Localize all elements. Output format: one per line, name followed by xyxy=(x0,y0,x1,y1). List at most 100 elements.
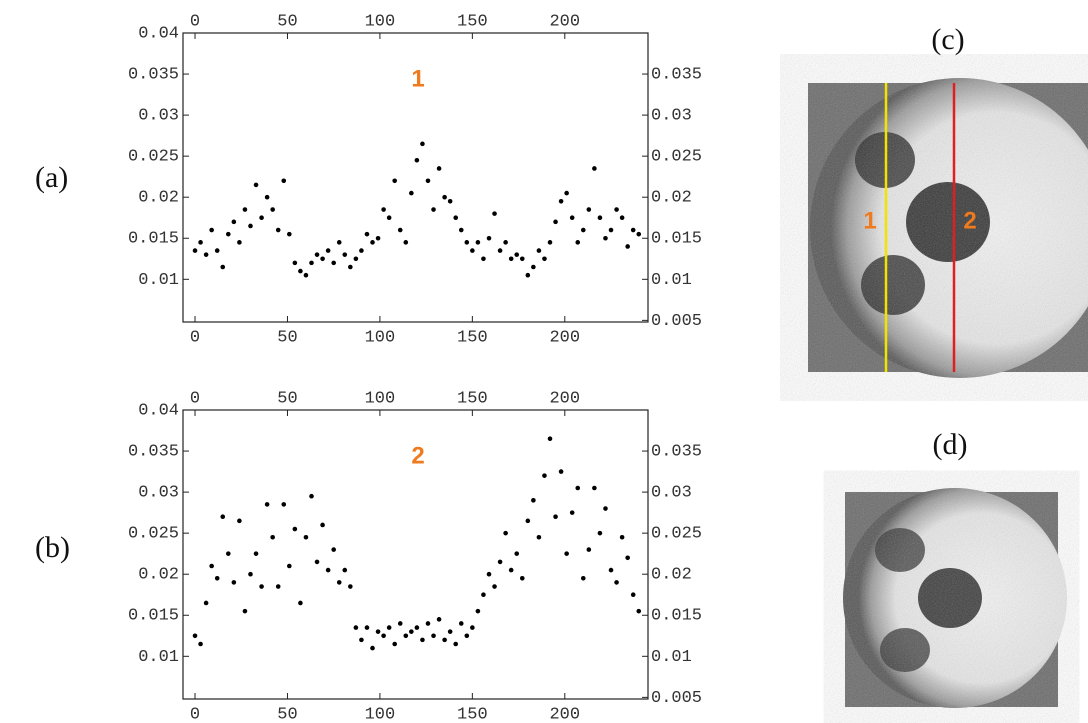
point xyxy=(386,215,392,221)
y2-tick-label: 0.03 xyxy=(651,107,692,126)
y-tick-label: 0.035 xyxy=(128,66,179,85)
y-tick-label: 0.04 xyxy=(138,24,179,43)
point xyxy=(431,633,436,639)
point xyxy=(281,502,287,507)
point xyxy=(608,227,614,233)
point xyxy=(542,473,547,478)
point xyxy=(619,534,625,540)
point xyxy=(342,567,348,573)
point xyxy=(636,608,642,614)
point xyxy=(519,576,525,581)
point xyxy=(414,157,420,163)
x-tick-label: 150 xyxy=(457,389,488,408)
point xyxy=(320,522,325,528)
point xyxy=(248,571,253,577)
point xyxy=(409,629,414,634)
point xyxy=(614,207,619,212)
point xyxy=(381,633,386,639)
point xyxy=(458,621,464,626)
point xyxy=(575,240,581,245)
x-tick-label: 150 xyxy=(457,12,488,31)
point xyxy=(237,240,242,245)
point xyxy=(592,485,597,491)
point xyxy=(447,629,453,634)
point xyxy=(392,178,397,184)
point xyxy=(586,207,592,212)
point xyxy=(442,637,447,643)
point xyxy=(619,215,625,221)
y-tick-label: 0.02 xyxy=(138,566,179,585)
point xyxy=(547,436,553,442)
point xyxy=(603,506,608,511)
point xyxy=(431,207,436,212)
point xyxy=(420,141,425,147)
point xyxy=(475,608,481,614)
point xyxy=(508,567,514,573)
x-tick-label: 200 xyxy=(549,389,580,408)
x-tick-label: 50 xyxy=(277,328,297,347)
point xyxy=(209,563,214,569)
point xyxy=(192,248,198,253)
chart: 0 0 50 50 100 100 150 150 200 200 0.01 0.015 0.02 0.0… xyxy=(128,389,702,723)
y-tick-label: 0.025 xyxy=(128,148,179,167)
point xyxy=(486,571,492,577)
y-tick-label: 0.01 xyxy=(138,271,179,290)
y2-tick-label: 0.005 xyxy=(651,312,702,331)
noise xyxy=(845,492,1058,707)
point xyxy=(242,207,248,212)
point xyxy=(253,182,259,188)
point xyxy=(348,264,353,270)
point xyxy=(547,240,553,245)
point xyxy=(392,641,397,647)
point xyxy=(558,199,564,204)
point xyxy=(409,190,414,196)
y-tick-label: 0.02 xyxy=(138,189,179,208)
y2-tick-label: 0.015 xyxy=(651,607,702,626)
y2-tick-label: 0.025 xyxy=(651,148,702,167)
point xyxy=(231,219,237,225)
point xyxy=(542,256,547,262)
point xyxy=(403,633,409,639)
point xyxy=(492,584,497,589)
point xyxy=(630,592,636,598)
point xyxy=(214,576,220,581)
point xyxy=(614,580,619,585)
point xyxy=(270,207,275,212)
point xyxy=(264,194,270,200)
point xyxy=(364,625,370,630)
x-tick-label: 0 xyxy=(190,328,200,347)
point xyxy=(436,166,442,171)
y2-tick-label: 0.035 xyxy=(651,66,702,85)
point xyxy=(348,584,353,589)
point xyxy=(375,235,381,241)
x-tick-label: 50 xyxy=(277,12,297,31)
x-tick-label: 150 xyxy=(457,328,488,347)
y-tick-label: 0.025 xyxy=(128,525,179,544)
point xyxy=(464,633,470,639)
point xyxy=(625,244,630,249)
line-label: 1 xyxy=(863,207,876,234)
point xyxy=(342,252,348,257)
point xyxy=(586,547,592,552)
point xyxy=(281,178,287,184)
y-tick-label: 0.03 xyxy=(138,484,179,503)
point xyxy=(497,559,503,565)
point xyxy=(397,227,403,233)
point xyxy=(359,248,364,253)
point xyxy=(248,223,253,229)
point xyxy=(481,256,486,262)
point xyxy=(569,510,575,515)
point xyxy=(558,469,564,474)
point xyxy=(519,256,525,262)
point xyxy=(447,199,453,204)
point xyxy=(514,252,520,257)
point xyxy=(536,248,542,253)
x-tick-label: 0 xyxy=(190,389,200,408)
x-tick-label: 0 xyxy=(190,12,200,31)
point xyxy=(370,645,375,651)
point xyxy=(503,240,508,245)
y2-tick-label: 0.01 xyxy=(651,271,692,290)
point xyxy=(453,215,459,221)
point xyxy=(309,260,314,266)
